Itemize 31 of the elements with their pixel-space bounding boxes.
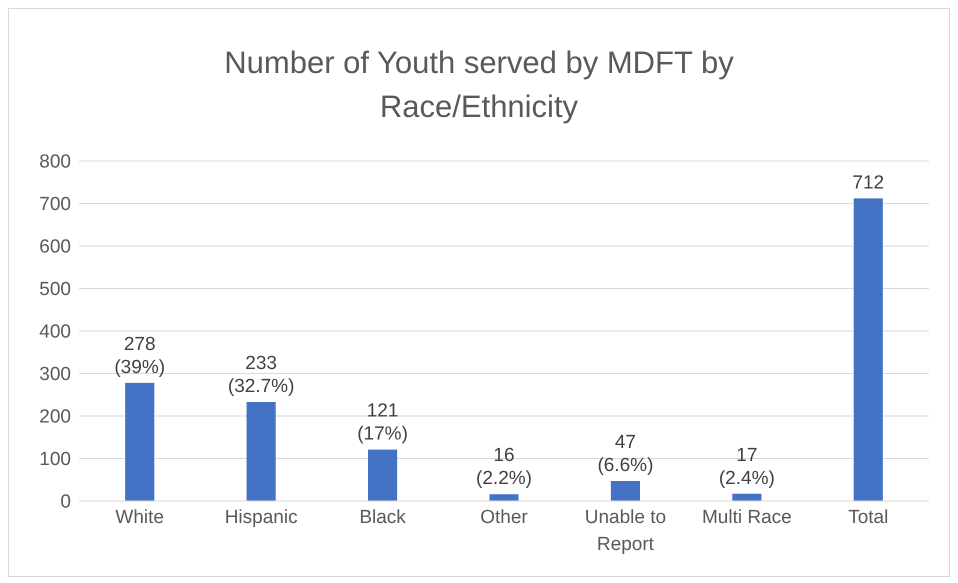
y-tick-label: 300 <box>39 364 71 386</box>
y-tick-label: 200 <box>39 406 71 428</box>
x-tick-label: White <box>115 507 164 528</box>
data-label: 121 (17%) <box>357 400 408 445</box>
x-tick-label: Unable to Report <box>584 507 666 555</box>
bar <box>610 481 640 501</box>
y-tick-label: 0 <box>60 492 71 513</box>
y-tick-label: 700 <box>39 194 71 216</box>
y-tick-label: 500 <box>39 279 71 300</box>
data-label: 712 <box>852 172 884 194</box>
bar <box>125 382 154 501</box>
y-tick-label: 400 <box>39 322 71 343</box>
bar <box>732 494 762 501</box>
chart-title: Number of Youth served by MDFT by Race/Ethnicity <box>223 44 735 126</box>
data-label: 278 (39%) <box>114 334 166 378</box>
y-tick-label: 100 <box>39 449 71 470</box>
bar <box>854 198 883 501</box>
data-label: 47 (6.6%) <box>597 432 654 476</box>
y-tick-label: 600 <box>39 236 71 258</box>
x-tick-label: Multi Race <box>702 507 792 528</box>
x-tick-label: Other <box>480 507 528 528</box>
x-tick-label: Total <box>848 507 888 528</box>
x-tick-label: Hispanic <box>224 507 298 528</box>
data-label: 233 (32.7%) <box>228 352 294 397</box>
y-tick-label: 800 <box>39 152 71 173</box>
bar <box>489 494 519 501</box>
data-label: 17 (2.4%) <box>718 444 775 489</box>
x-tick-label: Black <box>359 507 406 528</box>
bar <box>368 450 398 501</box>
data-label: 16 (2.2%) <box>476 445 532 490</box>
bar <box>246 402 276 501</box>
